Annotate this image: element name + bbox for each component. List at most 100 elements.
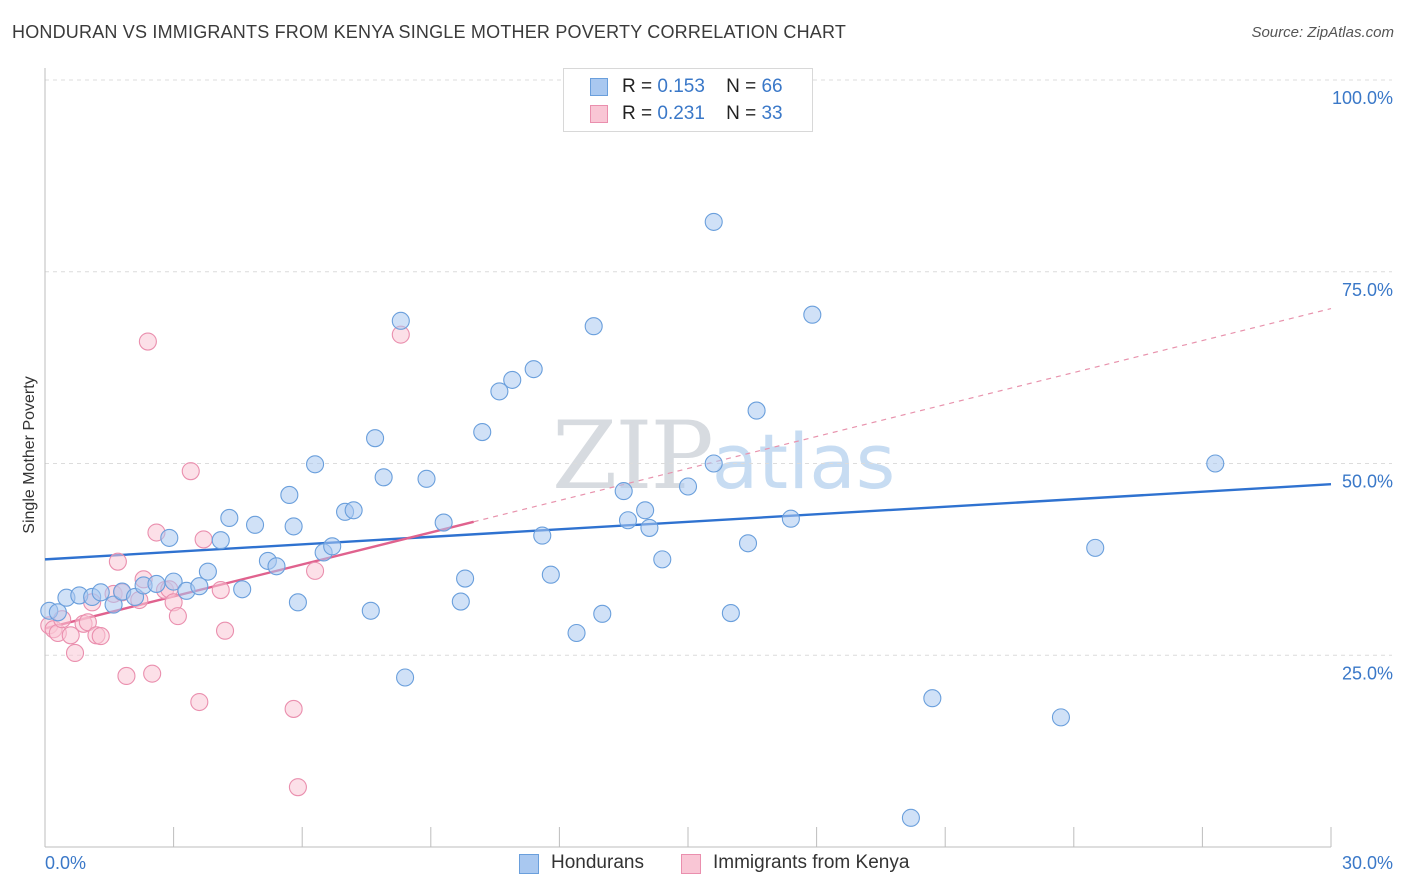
legend-r-label: R = — [622, 76, 653, 97]
honduran-point — [640, 518, 659, 537]
honduran-point — [614, 482, 633, 501]
honduran-point — [653, 550, 672, 569]
legend-r-value: 0.231 — [657, 103, 705, 124]
honduran-point — [396, 668, 415, 687]
honduran-point — [91, 583, 110, 602]
legend: R = 0.153 N = 66 R = 0.231 N = 33 — [563, 68, 813, 132]
honduran-point — [901, 808, 920, 827]
data-points — [40, 212, 1225, 827]
honduran-point — [1051, 708, 1070, 727]
kenya-point — [215, 621, 235, 640]
honduran-point — [366, 429, 385, 448]
kenya-point — [190, 692, 209, 712]
source-label: Source: ZipAtlas.com — [1251, 24, 1394, 41]
honduran-point — [1086, 538, 1105, 557]
honduran-trend-line — [44, 483, 1332, 561]
bottom-legend-swatch-kenya — [681, 854, 701, 874]
honduran-point — [1206, 454, 1225, 473]
honduran-point — [160, 528, 179, 547]
kenya-point — [306, 561, 325, 580]
honduran-point — [721, 604, 740, 623]
bottom-legend-swatch-hondurans — [519, 854, 539, 874]
honduran-point — [306, 455, 325, 474]
bottom-legend-label-kenya: Immigrants from Kenya — [713, 852, 910, 873]
kenya-point — [288, 778, 307, 797]
kenya-point — [181, 462, 200, 481]
honduran-point — [147, 574, 166, 593]
legend-swatch-kenya — [590, 105, 608, 123]
legend-n-label: N = — [726, 103, 757, 124]
honduran-point — [503, 370, 522, 389]
honduran-point — [567, 623, 586, 643]
kenya-point — [143, 664, 162, 683]
trend-lines — [44, 307, 1332, 630]
honduran-point — [781, 509, 800, 528]
kenya-point — [117, 666, 136, 686]
honduran-point — [164, 572, 183, 591]
honduran-point — [451, 592, 470, 611]
kenya-trend-extension — [473, 307, 1332, 523]
honduran-point — [738, 534, 758, 553]
legend-swatch-hondurans — [590, 78, 608, 96]
honduran-point — [190, 577, 209, 596]
honduran-point — [923, 689, 942, 708]
honduran-point — [198, 562, 217, 581]
honduran-point — [48, 603, 67, 622]
honduran-point — [533, 526, 552, 545]
honduran-point — [267, 557, 286, 576]
legend-r-value: 0.153 — [657, 76, 705, 97]
honduran-point — [593, 604, 612, 623]
honduran-point — [220, 508, 239, 528]
kenya-point — [91, 627, 110, 646]
honduran-point — [678, 477, 698, 496]
honduran-point — [104, 595, 123, 614]
watermark-atlas: atlas — [711, 417, 896, 506]
grid — [45, 79, 1392, 656]
honduran-point — [361, 601, 380, 620]
axes — [44, 68, 1332, 848]
kenya-point — [284, 699, 303, 718]
honduran-point — [417, 469, 436, 488]
honduran-point — [280, 485, 299, 504]
honduran-point — [284, 517, 303, 536]
x-tick-label: 30.0% — [1342, 853, 1393, 873]
honduran-point — [374, 468, 393, 487]
honduran-point — [584, 317, 603, 336]
honduran-point — [233, 580, 252, 599]
honduran-point — [288, 593, 307, 612]
kenya-point — [61, 626, 80, 645]
honduran-point — [456, 569, 475, 588]
legend-n-value: 33 — [761, 103, 783, 124]
y-tick-label: 50.0% — [1342, 472, 1393, 492]
honduran-point — [704, 212, 723, 231]
honduran-point — [434, 513, 453, 532]
honduran-point — [391, 311, 410, 330]
tick-labels: 100.0% 75.0% 50.0% 25.0% 0.0% 30.0% — [45, 88, 1393, 873]
kenya-point — [138, 332, 157, 351]
honduran-point — [541, 565, 560, 584]
honduran-point — [344, 501, 363, 520]
honduran-point — [245, 515, 265, 534]
y-axis-label: Single Mother Poverty — [21, 376, 38, 533]
y-tick-label: 25.0% — [1342, 663, 1393, 683]
honduran-point — [490, 382, 509, 401]
kenya-point — [194, 530, 213, 549]
legend-r-label: R = — [622, 103, 653, 124]
kenya-point — [65, 643, 85, 662]
honduran-point — [636, 501, 655, 520]
legend-n-value: 66 — [761, 76, 783, 97]
y-tick-label: 75.0% — [1342, 280, 1393, 300]
honduran-point — [524, 360, 543, 379]
honduran-point — [211, 531, 230, 550]
x-tick-label: 0.0% — [45, 853, 86, 873]
honduran-point — [704, 454, 723, 473]
honduran-point — [803, 305, 822, 324]
honduran-point — [323, 537, 342, 556]
kenya-point — [108, 552, 127, 571]
honduran-point — [473, 423, 492, 442]
kenya-point — [78, 613, 97, 632]
y-tick-label: 100.0% — [1332, 88, 1393, 108]
bottom-legend-label-hondurans: Hondurans — [551, 852, 644, 873]
legend-n-label: N = — [726, 76, 757, 97]
